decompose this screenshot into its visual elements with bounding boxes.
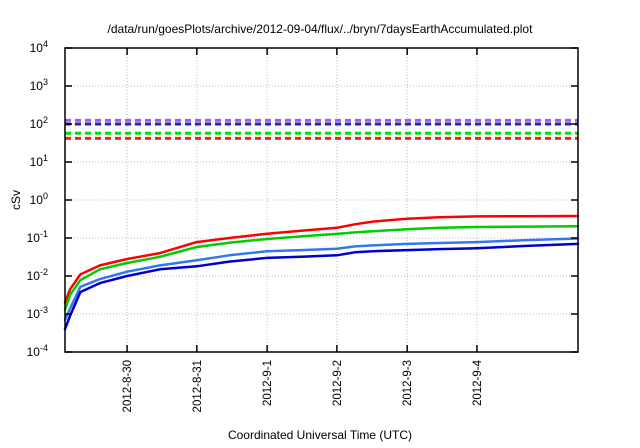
y-tick-label: 100 <box>30 191 48 207</box>
x-tick-label: 2012-8-31 <box>192 360 204 412</box>
x-axis-label: Coordinated Universal Time (UTC) <box>227 428 413 442</box>
y-tick-label: 10-4 <box>27 343 48 359</box>
series-line-accumulated-dose-green <box>63 224 580 311</box>
y-axis-label: cSv <box>9 190 23 211</box>
x-tick-label: 2012-9-3 <box>402 360 414 406</box>
series-line-accumulated-dose-dark-blue <box>63 242 580 331</box>
y-tick-label: 104 <box>30 39 48 55</box>
x-tick-label: 2012-9-4 <box>472 359 484 406</box>
x-tick-label: 2012-9-2 <box>332 360 344 406</box>
chart-title: /data/run/goesPlots/archive/2012-09-04/f… <box>107 22 533 36</box>
y-tick-label: 103 <box>30 77 48 93</box>
plot-border <box>64 47 579 353</box>
x-tick-label: 2012-8-30 <box>122 360 134 412</box>
y-tick-label: 102 <box>30 115 48 131</box>
y-tick-label: 10-3 <box>27 305 48 321</box>
series-line-accumulated-dose-red <box>63 214 580 304</box>
y-tick-label: 10-1 <box>27 229 48 245</box>
series-line-accumulated-dose-light-blue <box>63 237 580 322</box>
x-tick-label: 2012-9-1 <box>262 360 274 406</box>
y-tick-label: 101 <box>30 153 48 169</box>
y-tick-label: 10-2 <box>27 267 48 283</box>
